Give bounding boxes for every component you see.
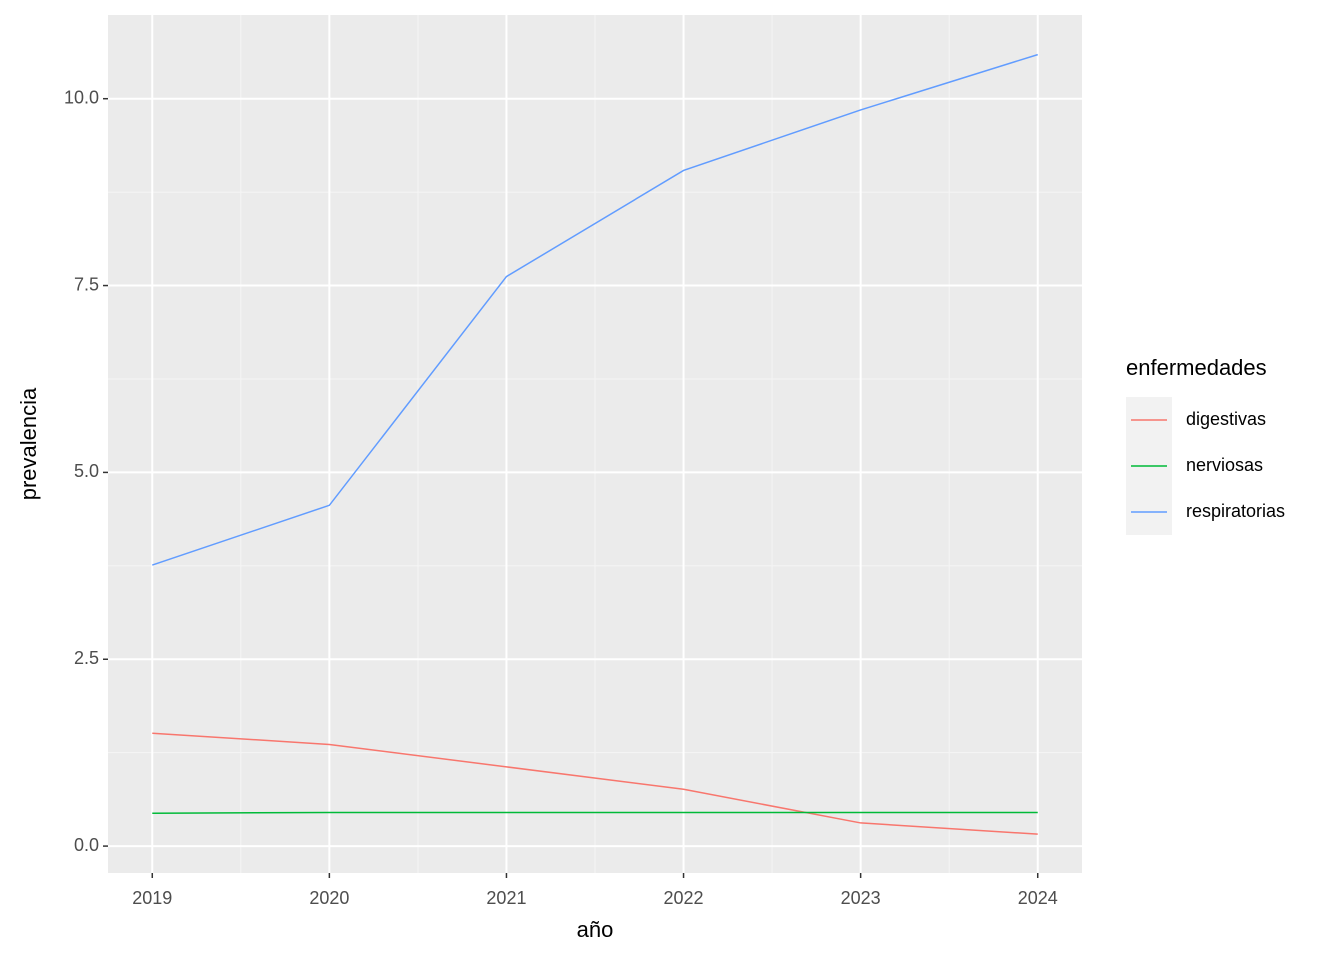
line [152, 53, 1038, 566]
y-tick-label: 10.0 [64, 87, 99, 107]
legend-label: digestivas [1186, 409, 1266, 429]
x-tick-label: 2022 [664, 888, 704, 908]
y-axis-title: prevalencia [16, 387, 41, 500]
legend-title: enfermedades [1126, 355, 1267, 380]
x-tick-label: 2020 [309, 888, 349, 908]
y-tick-label: 7.5 [74, 274, 99, 294]
x-tick-label: 2024 [1018, 888, 1058, 908]
legend-label: respiratorias [1186, 501, 1285, 521]
x-axis-title: año [577, 917, 614, 942]
y-tick-label: 0.0 [74, 835, 99, 855]
line [152, 732, 1038, 835]
x-tick-label: 2021 [486, 888, 526, 908]
y-tick-label: 5.0 [74, 461, 99, 481]
x-tick-label: 2019 [132, 888, 172, 908]
legend-label: nerviosas [1186, 455, 1263, 475]
y-tick-label: 2.5 [74, 648, 99, 668]
x-tick-label: 2023 [841, 888, 881, 908]
line [152, 811, 1038, 814]
